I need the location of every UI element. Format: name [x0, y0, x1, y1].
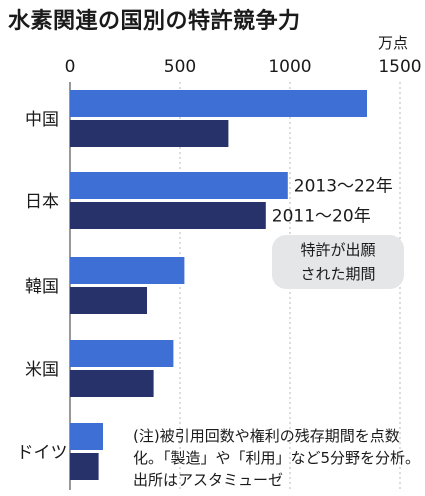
bar-prior [70, 453, 99, 480]
bar-prior [70, 370, 154, 397]
callout-line-2: された期間 [300, 265, 376, 283]
source-note: (注)被引用回数や権利の残存期間を点数化。「製造」や「利用」など5分野を分析。出… [133, 427, 421, 489]
x-tick-label: 1500 [378, 57, 421, 77]
bar-prior [70, 120, 229, 147]
bar-recent [70, 172, 288, 199]
unit-label: 万点 [378, 34, 409, 52]
bar-recent [70, 257, 185, 284]
x-tick-label: 0 [65, 57, 76, 77]
x-tick-label: 500 [164, 57, 196, 77]
category-label: 韓国 [25, 277, 59, 297]
x-tick-label: 1000 [268, 57, 311, 77]
chart-title: 水素関連の国別の特許競争力 [8, 9, 301, 34]
series-label: 2011～20年 [272, 207, 371, 227]
bar-prior [70, 202, 266, 229]
bar-recent [70, 340, 174, 367]
bar-prior [70, 287, 147, 314]
bar-recent [70, 423, 103, 450]
category-label: 中国 [25, 110, 59, 130]
callout-line-1: 特許が出願 [300, 241, 376, 259]
category-label: ドイツ [17, 443, 68, 463]
series-label: 2013～22年 [294, 177, 393, 197]
category-label: 日本 [25, 192, 59, 212]
category-label: 米国 [25, 360, 59, 380]
bar-recent [70, 90, 367, 117]
period-callout: 特許が出願 された期間 [272, 235, 404, 289]
